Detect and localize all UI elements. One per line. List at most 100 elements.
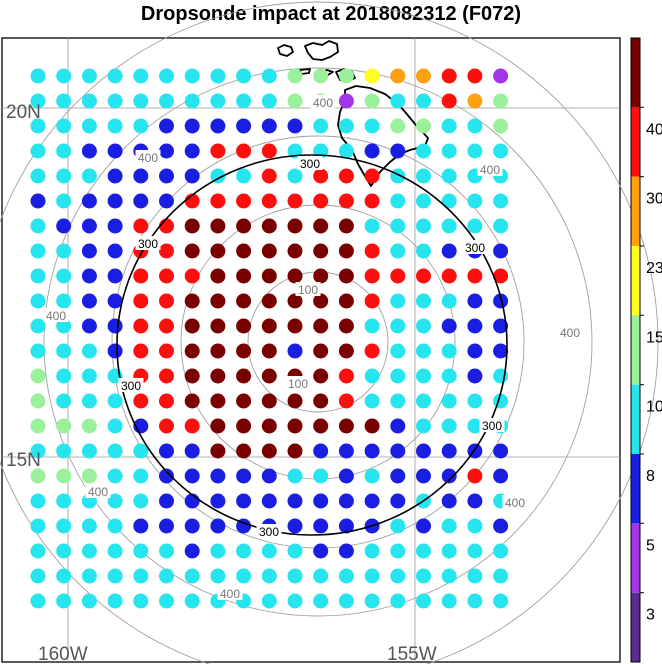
impact-dot: [416, 368, 431, 384]
label-background: [135, 150, 161, 164]
label-background: [43, 308, 69, 322]
impact-dot: [107, 443, 123, 459]
impact-dot: [390, 418, 406, 434]
impact-dot: [261, 118, 277, 134]
impact-dot: [261, 68, 277, 84]
impact-dot: [159, 493, 174, 509]
impact-dot: [364, 368, 380, 384]
impact-dot: [390, 443, 406, 459]
impact-dot: [184, 518, 200, 534]
impact-dot: [30, 493, 46, 509]
impact-dot: [338, 543, 354, 559]
lat-label-20n: 20N: [6, 102, 41, 123]
impact-dot: [364, 268, 380, 284]
colorbar-segment: [631, 38, 640, 108]
impact-dot: [261, 418, 277, 434]
impact-dot: [390, 343, 406, 359]
impact-dot: [236, 418, 252, 434]
impact-dot: [313, 593, 329, 609]
label-background: [85, 484, 111, 498]
impact-dot: [416, 93, 431, 109]
label-background: [135, 236, 161, 250]
impact-dot: [107, 218, 123, 234]
impact-dot: [287, 468, 303, 484]
impact-dot: [416, 243, 431, 259]
impact-dot: [287, 218, 303, 234]
impact-dot: [364, 593, 380, 609]
island-outline: [277, 44, 294, 57]
impact-dot: [210, 518, 226, 534]
label-background: [256, 524, 282, 538]
impact-dot: [261, 443, 277, 459]
impact-dot: [364, 318, 380, 334]
impact-dot: [81, 343, 97, 359]
impact-dot: [184, 593, 200, 609]
impact-dot: [133, 493, 149, 509]
impact-dot: [184, 293, 200, 309]
impact-dot: [493, 243, 509, 259]
impact-dot: [338, 168, 354, 184]
impact-dot: [133, 193, 149, 209]
impact-dot: [338, 143, 354, 159]
label-background: [297, 156, 323, 170]
label-background: [285, 376, 311, 390]
ring-label-400: 400: [480, 163, 500, 177]
impact-dot: [81, 593, 97, 609]
impact-dot: [364, 393, 380, 409]
impact-dot: [467, 343, 483, 359]
impact-dot: [441, 268, 457, 284]
impact-dot: [287, 318, 303, 334]
impact-dot: [338, 193, 354, 209]
impact-dot: [210, 493, 226, 509]
impact-dot: [107, 418, 123, 434]
impact-dot: [30, 393, 46, 409]
impact-dot: [184, 93, 200, 109]
impact-dot: [184, 268, 200, 284]
impact-dot: [56, 368, 72, 384]
impact-dot: [30, 468, 46, 484]
impact-dot: [364, 93, 380, 109]
impact-dot: [338, 293, 354, 309]
impact-dot: [236, 68, 252, 84]
impact-dot: [56, 543, 72, 559]
colorbar-tick-label: 30: [646, 191, 662, 208]
contour-line: [116, 154, 508, 536]
colorbar-tick-label: 3: [646, 607, 655, 624]
label-background: [295, 282, 321, 296]
impact-dot: [107, 268, 123, 284]
impact-dot: [133, 268, 149, 284]
impact-dot: [133, 518, 149, 534]
impact-dot: [56, 343, 72, 359]
colorbar-segment: [631, 592, 640, 662]
impact-dot: [159, 568, 174, 584]
impact-dot: [210, 218, 226, 234]
colorbar-tick-label: 5: [646, 537, 655, 554]
impact-dot: [364, 443, 380, 459]
impact-dot: [81, 393, 97, 409]
impact-dot: [184, 243, 200, 259]
impact-dot: [493, 593, 509, 609]
colorbar-tick-label: 15: [646, 329, 662, 346]
impact-dot: [184, 118, 200, 134]
impact-dot: [416, 318, 431, 334]
impact-dot: [30, 368, 46, 384]
contour-label-300: 300: [121, 379, 141, 393]
impact-dot: [81, 218, 97, 234]
contour-label-300: 300: [300, 157, 320, 171]
impact-dot: [390, 468, 406, 484]
impact-dot: [364, 418, 380, 434]
impact-dot: [184, 418, 200, 434]
impact-dot: [159, 243, 174, 259]
colorbar-tick-label: 8: [646, 468, 655, 485]
impact-dot: [441, 443, 457, 459]
label-background: [217, 586, 243, 600]
impact-dot: [236, 118, 252, 134]
impact-dot: [390, 393, 406, 409]
impact-dot: [416, 218, 431, 234]
impact-dot: [493, 318, 509, 334]
label-background: [502, 495, 528, 509]
impact-dot: [133, 318, 149, 334]
impact-dot: [30, 293, 46, 309]
label-background: [479, 418, 505, 432]
impact-dot: [56, 468, 72, 484]
